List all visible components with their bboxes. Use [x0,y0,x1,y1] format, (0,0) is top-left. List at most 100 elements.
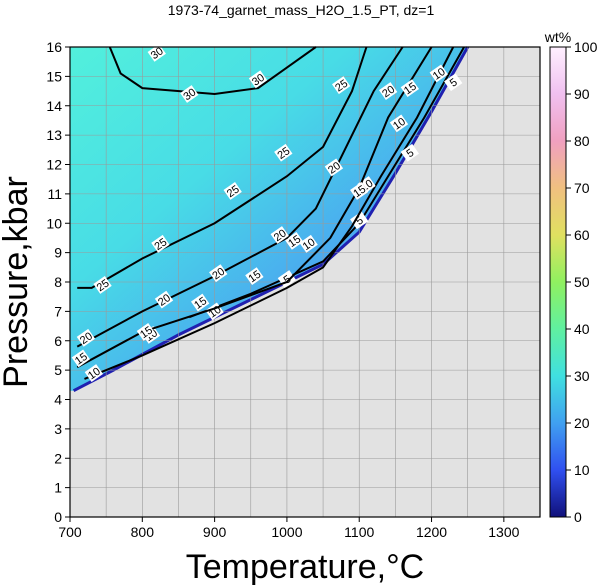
contour-label-box [350,182,369,200]
contour-label-text: 5 [282,273,294,286]
y-tick-label: 16 [46,39,62,55]
colorbar-tick-label: 50 [574,274,590,290]
contour-label-box [223,182,242,200]
contour-label-text: 15 [286,233,303,250]
stable-field [70,47,468,391]
contour-label-box [136,323,156,341]
contour-label-box [151,234,170,253]
contour-label-text: 20 [326,160,343,177]
contour-label-text: 10 [301,236,318,253]
contour-label-box [93,276,112,294]
contour-label-text: 20 [380,83,397,100]
contour-label-20: 20 [76,328,96,347]
colorbar-tick-label: 20 [574,415,590,431]
contour-label-10: 10 [429,64,448,83]
contour-label-20: 20 [154,290,174,309]
contour-label-text: 20 [78,330,95,347]
contour-label-text: 25 [275,145,292,162]
y-tick-label: 5 [54,362,62,378]
contour-label-text: 20 [272,227,289,244]
y-tick-label: 10 [46,215,62,231]
contour-label-15: 15 [245,267,264,286]
x-tick-label: 900 [203,524,227,540]
contour-label-text: 15 [351,183,368,200]
contour-label-15: 15 [136,323,156,341]
contour-label-box [180,85,199,103]
contour-label-text: 5 [448,76,460,89]
contour-label-text: 10 [86,365,103,382]
contour-label-5: 5 [400,143,420,162]
x-tick-label: 1300 [488,524,519,540]
colorbar-tick-label: 40 [574,321,590,337]
contour-label-text: 15 [73,351,90,368]
contour-label-text: 15 [138,324,155,341]
contour-label-box [245,267,264,286]
x-tick-label: 1200 [416,524,447,540]
contour-label-30: 30 [147,43,166,62]
contour-label-20: 20 [324,158,344,177]
contour-label-30: 30 [180,85,199,103]
contour-label-box [76,328,96,347]
colorbar-tick-label: 10 [574,462,590,478]
contour-label-25: 25 [93,276,112,294]
contour-label-box [389,114,409,133]
contour-label-text: 25 [225,183,242,200]
contour-label-15: 15 [284,231,304,250]
y-tick-label: 2 [54,450,62,466]
contour-label-text: 5 [354,214,366,227]
colorbar-tick-label: 0 [574,509,582,525]
contour-label-text: 25 [152,236,169,253]
contour-label-box [331,76,351,95]
contour-label-box [429,64,448,83]
contour-label-text: 20 [156,292,173,309]
contour-label-box [400,143,420,162]
colorbar-tick-label: 90 [574,86,590,102]
plot-area: 5555101010101010101515151515151520202020… [46,39,541,540]
colorbar-tick-label: 30 [574,368,590,384]
contour-label-box [324,158,344,177]
x-axis-label: Temperature,°C [186,548,424,586]
contour-label-25: 25 [151,234,170,253]
colorbar-tick-label: 70 [574,180,590,196]
y-tick-label: 11 [47,186,62,202]
contour-label-text: 15 [402,81,419,98]
contour-label-25: 25 [331,76,351,95]
y-tick-label: 1 [54,480,62,496]
contour-label-text: 15 [192,295,209,312]
contour-label-text: 10 [391,116,408,133]
contour-label-15: 15 [350,182,369,200]
contour-label-5: 5 [350,211,369,230]
y-tick-label: 13 [46,127,62,143]
x-tick-label: 800 [131,524,155,540]
contour-label-text: 15 [246,269,263,286]
contour-label-text: 10 [431,66,448,83]
contour-line-15 [76,46,433,369]
colorbar: 0 10 20 30 40 50 60 70 80 90 100 [549,39,598,525]
contour-label-box [209,264,228,283]
contour-label-box [400,79,420,98]
x-tick-label: 1000 [271,524,302,540]
contour-label-30: 30 [248,70,268,89]
contour-label-15: 15 [190,293,210,312]
contour-label-text: 30 [250,72,267,89]
contour-label-box [190,293,210,312]
contour-label-text: 20 [210,266,227,283]
contour-label-25: 25 [274,143,293,162]
contour-label-box [350,211,369,230]
contour-label-10: 10 [389,114,409,133]
colorbar-tick-label: 60 [574,227,590,243]
contour-label-box [378,82,398,100]
contour-label-box [71,349,91,368]
contour-label-box [154,290,174,309]
contour-line-30 [108,46,317,96]
contour-label-box [270,226,289,244]
y-tick-label: 3 [54,421,62,437]
contour-label-text: 30 [181,86,198,103]
contour-label-text: 25 [333,78,350,95]
contour-label-box [284,231,304,250]
y-tick-label: 8 [54,274,62,290]
x-tick-label: 700 [58,524,82,540]
y-tick-label: 9 [54,245,62,261]
contour-label-20: 20 [378,82,398,100]
